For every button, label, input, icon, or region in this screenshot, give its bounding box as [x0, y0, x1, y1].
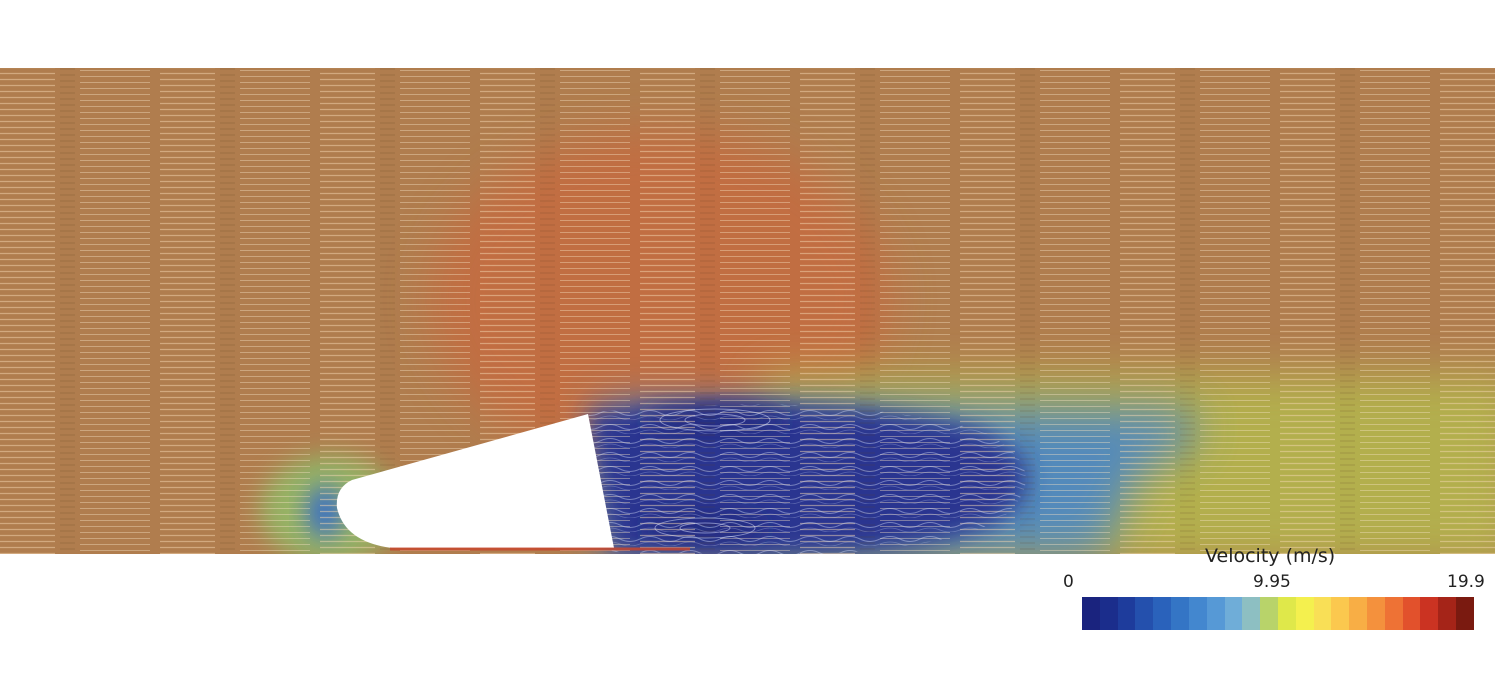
vortex-rings: [654, 408, 771, 539]
colorbar-swatch: [1456, 597, 1474, 630]
colorbar-swatch: [1224, 597, 1243, 630]
colorbar-swatch: [1331, 597, 1350, 630]
colorbar-swatch: [1349, 597, 1367, 630]
colorbar-swatch: [1384, 597, 1403, 630]
colorbar-swatch: [1117, 597, 1136, 630]
colorbar-swatch: [1277, 597, 1296, 630]
colorbar-swatch: [1242, 597, 1261, 630]
colorbar-swatch: [1420, 597, 1439, 630]
colorbar-swatch: [1402, 597, 1421, 630]
colorbar-swatch: [1367, 597, 1385, 630]
colorbar-swatch: [1188, 597, 1207, 630]
colorbar-swatch: [1313, 597, 1332, 630]
velocity-colorbar: [1082, 597, 1474, 630]
recirculation-streamlines: [588, 404, 1026, 554]
colorbar-title: Velocity (m/s): [1205, 545, 1336, 567]
colorbar-swatch: [1260, 597, 1278, 630]
colorbar-swatch: [1171, 597, 1189, 630]
colorbar-max-label: 19.9: [1447, 572, 1485, 592]
colorbar-swatch: [1135, 597, 1154, 630]
colorbar-swatch: [1153, 597, 1172, 630]
colorbar-min-label: 0: [1063, 572, 1074, 592]
colorbar-swatch: [1082, 597, 1100, 630]
colorbar-swatch: [1099, 597, 1118, 630]
colorbar-mid-label: 9.95: [1253, 572, 1291, 592]
colorbar-swatch: [1206, 597, 1225, 630]
bluff-body: [336, 414, 614, 548]
colorbar-swatch: [1295, 597, 1314, 630]
colorbar-swatch: [1438, 597, 1457, 630]
